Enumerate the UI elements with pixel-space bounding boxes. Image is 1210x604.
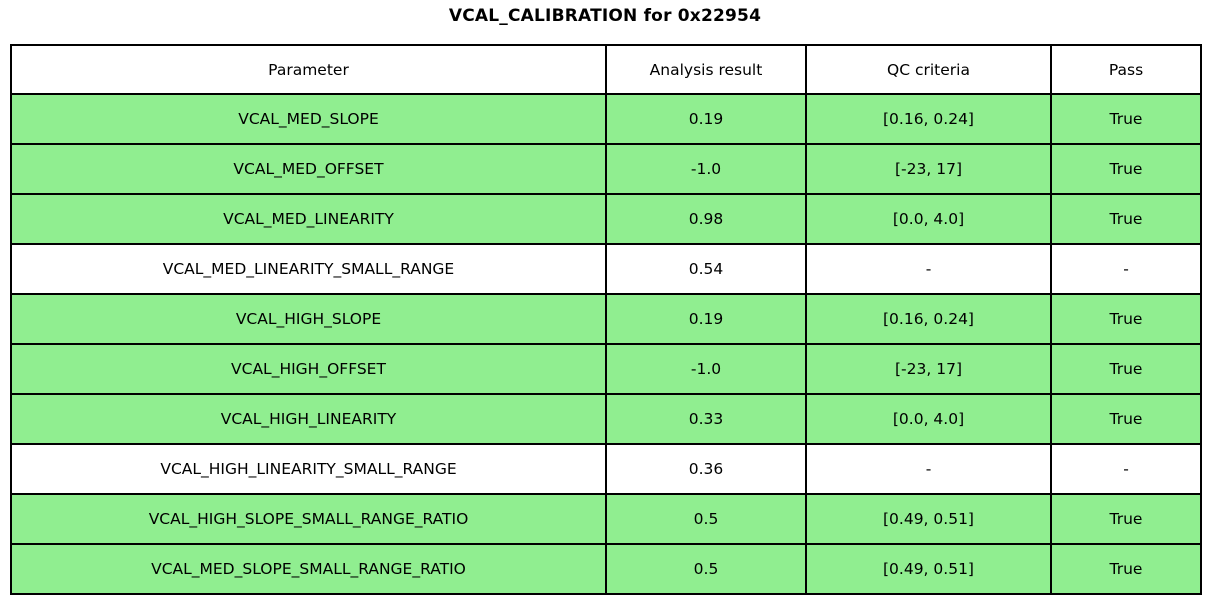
cell-analysis-result: -1.0 [605, 343, 807, 395]
cell-qc-criteria: [0.49, 0.51] [805, 493, 1052, 545]
cell-pass: - [1050, 243, 1202, 295]
cell-pass: True [1050, 193, 1202, 245]
cell-qc-criteria: [0.16, 0.24] [805, 293, 1052, 345]
cell-pass: True [1050, 393, 1202, 445]
cell-qc-criteria: [-23, 17] [805, 143, 1052, 195]
table-row: VCAL_HIGH_SLOPE 0.19 [0.16, 0.24] True [10, 293, 1202, 345]
cell-pass: True [1050, 493, 1202, 545]
cell-pass: True [1050, 543, 1202, 595]
page-title: VCAL_CALIBRATION for 0x22954 [448, 6, 762, 26]
table-row: VCAL_MED_SLOPE 0.19 [0.16, 0.24] True [10, 93, 1202, 145]
cell-parameter: VCAL_HIGH_SLOPE_SMALL_RANGE_RATIO [10, 493, 607, 545]
table-row: VCAL_MED_OFFSET -1.0 [-23, 17] True [10, 143, 1202, 195]
cell-parameter: VCAL_MED_LINEARITY_SMALL_RANGE [10, 243, 607, 295]
header-row: Parameter Analysis result QC criteria Pa… [10, 44, 1202, 95]
table-row: VCAL_HIGH_LINEARITY_SMALL_RANGE 0.36 - - [10, 443, 1202, 495]
cell-qc-criteria: [0.0, 4.0] [805, 193, 1052, 245]
cell-analysis-result: 0.54 [605, 243, 807, 295]
calibration-table: Parameter Analysis result QC criteria Pa… [10, 44, 1202, 595]
column-header-pass: Pass [1050, 44, 1202, 95]
cell-parameter: VCAL_MED_OFFSET [10, 143, 607, 195]
table-row: VCAL_HIGH_LINEARITY 0.33 [0.0, 4.0] True [10, 393, 1202, 445]
cell-parameter: VCAL_MED_SLOPE [10, 93, 607, 145]
cell-pass: True [1050, 93, 1202, 145]
cell-analysis-result: 0.19 [605, 293, 807, 345]
cell-qc-criteria: [-23, 17] [805, 343, 1052, 395]
cell-parameter: VCAL_MED_SLOPE_SMALL_RANGE_RATIO [10, 543, 607, 595]
cell-analysis-result: 0.98 [605, 193, 807, 245]
cell-pass: True [1050, 293, 1202, 345]
cell-pass: True [1050, 143, 1202, 195]
cell-qc-criteria: [0.16, 0.24] [805, 93, 1052, 145]
cell-qc-criteria: [0.0, 4.0] [805, 393, 1052, 445]
column-header-qc-criteria: QC criteria [805, 44, 1052, 95]
table-row: VCAL_MED_LINEARITY_SMALL_RANGE 0.54 - - [10, 243, 1202, 295]
cell-parameter: VCAL_HIGH_LINEARITY_SMALL_RANGE [10, 443, 607, 495]
cell-analysis-result: 0.5 [605, 493, 807, 545]
table-row: VCAL_MED_SLOPE_SMALL_RANGE_RATIO 0.5 [0.… [10, 543, 1202, 595]
cell-analysis-result: 0.36 [605, 443, 807, 495]
cell-parameter: VCAL_HIGH_SLOPE [10, 293, 607, 345]
column-header-parameter: Parameter [10, 44, 607, 95]
cell-qc-criteria: [0.49, 0.51] [805, 543, 1052, 595]
cell-qc-criteria: - [805, 243, 1052, 295]
cell-pass: - [1050, 443, 1202, 495]
cell-qc-criteria: - [805, 443, 1052, 495]
cell-analysis-result: 0.33 [605, 393, 807, 445]
cell-analysis-result: -1.0 [605, 143, 807, 195]
cell-parameter: VCAL_MED_LINEARITY [10, 193, 607, 245]
cell-parameter: VCAL_HIGH_OFFSET [10, 343, 607, 395]
column-header-analysis-result: Analysis result [605, 44, 807, 95]
table-row: VCAL_HIGH_SLOPE_SMALL_RANGE_RATIO 0.5 [0… [10, 493, 1202, 545]
table-body: VCAL_MED_SLOPE 0.19 [0.16, 0.24] True VC… [10, 93, 1202, 595]
cell-pass: True [1050, 343, 1202, 395]
table-row: VCAL_MED_LINEARITY 0.98 [0.0, 4.0] True [10, 193, 1202, 245]
cell-analysis-result: 0.19 [605, 93, 807, 145]
table-row: VCAL_HIGH_OFFSET -1.0 [-23, 17] True [10, 343, 1202, 395]
cell-parameter: VCAL_HIGH_LINEARITY [10, 393, 607, 445]
cell-analysis-result: 0.5 [605, 543, 807, 595]
